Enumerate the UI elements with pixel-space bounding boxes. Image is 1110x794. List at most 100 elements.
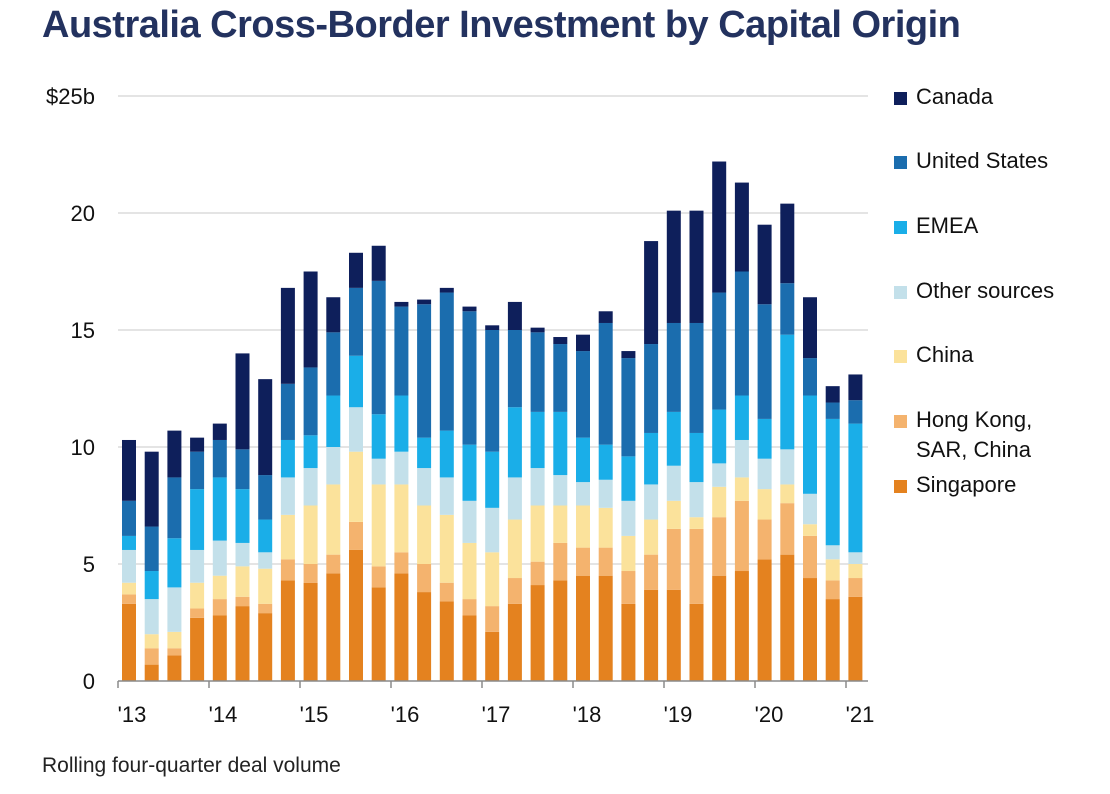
bar-segment bbox=[803, 297, 817, 359]
bar-stack bbox=[825, 386, 840, 681]
bar-segment bbox=[417, 505, 432, 564]
bar-segment bbox=[462, 599, 477, 616]
bar-segment bbox=[371, 414, 386, 459]
bar-segment bbox=[757, 418, 772, 459]
bar-segment bbox=[439, 514, 454, 583]
bar-segment bbox=[190, 582, 205, 609]
bar-stacks bbox=[122, 161, 863, 681]
bar-segment bbox=[190, 549, 205, 583]
x-tick-label: '15 bbox=[300, 702, 329, 727]
bar-segment bbox=[621, 603, 636, 681]
bar-segment bbox=[825, 580, 840, 600]
bar-segment bbox=[780, 283, 795, 335]
bar-segment bbox=[621, 351, 636, 359]
bar-segment bbox=[825, 418, 840, 546]
bar-stack bbox=[666, 210, 681, 681]
bar-segment bbox=[848, 578, 863, 597]
bar-segment bbox=[598, 547, 613, 576]
bar-segment bbox=[553, 580, 568, 681]
bar-segment bbox=[258, 519, 273, 553]
bar-segment bbox=[190, 617, 205, 681]
bar-segment bbox=[689, 322, 704, 433]
chart-title: Australia Cross-Border Investment by Cap… bbox=[42, 4, 961, 46]
x-tick-label: '21 bbox=[846, 702, 875, 727]
bar-segment bbox=[621, 571, 636, 604]
bar-segment bbox=[144, 571, 159, 600]
bar-segment bbox=[530, 332, 545, 412]
bar-segment bbox=[144, 648, 159, 665]
bar-stack bbox=[303, 271, 318, 681]
bar-segment bbox=[326, 297, 341, 333]
bar-segment bbox=[848, 374, 863, 401]
bar-segment bbox=[644, 589, 659, 681]
x-axis-tick-labels: '13 '14 '15 '16 '17 '18 '19 '20 '21 bbox=[118, 702, 875, 727]
bar-segment bbox=[576, 334, 590, 352]
bar-segment bbox=[803, 395, 817, 494]
bar-segment bbox=[326, 395, 341, 447]
bar-segment bbox=[666, 528, 681, 590]
bar-segment bbox=[712, 409, 727, 464]
bar-stack bbox=[371, 245, 386, 681]
bar-stack bbox=[848, 374, 863, 681]
bar-segment bbox=[462, 542, 477, 600]
bar-segment bbox=[439, 292, 454, 431]
bar-segment bbox=[394, 451, 409, 485]
bar-segment bbox=[439, 477, 454, 515]
legend-swatch bbox=[894, 156, 907, 169]
bar-segment bbox=[644, 519, 659, 555]
legend-label: Other sources bbox=[916, 278, 1055, 303]
bar-segment bbox=[167, 477, 182, 539]
bar-stack bbox=[507, 301, 522, 681]
bar-segment bbox=[167, 587, 182, 632]
bar-segment bbox=[485, 631, 500, 681]
bar-segment bbox=[553, 542, 568, 581]
bar-segment bbox=[394, 552, 409, 574]
bar-segment bbox=[417, 299, 432, 305]
bar-segment bbox=[576, 575, 590, 681]
bar-segment bbox=[825, 402, 840, 419]
bar-segment bbox=[598, 479, 613, 508]
bar-segment bbox=[621, 535, 636, 572]
bar-segment bbox=[485, 451, 500, 508]
bar-segment bbox=[689, 528, 704, 604]
bar-segment bbox=[167, 648, 182, 656]
bar-segment bbox=[349, 407, 363, 452]
bar-stack bbox=[326, 297, 341, 681]
legend-label: Hong Kong, bbox=[916, 407, 1033, 432]
bar-stack bbox=[394, 301, 409, 681]
bar-segment bbox=[666, 589, 681, 681]
bar-stack bbox=[417, 299, 432, 681]
bar-segment bbox=[553, 505, 568, 543]
bar-segment bbox=[598, 311, 613, 323]
y-tick-label: 15 bbox=[71, 318, 95, 343]
bar-segment bbox=[507, 301, 522, 330]
bar-segment bbox=[757, 489, 772, 520]
bar-segment bbox=[417, 437, 432, 469]
bar-segment bbox=[122, 549, 136, 583]
legend-label: United States bbox=[916, 148, 1049, 173]
bar-segment bbox=[371, 484, 386, 567]
bar-segment bbox=[371, 458, 386, 485]
bar-segment bbox=[462, 615, 477, 681]
bar-stack bbox=[212, 423, 227, 681]
bar-segment bbox=[235, 353, 250, 450]
bar-segment bbox=[394, 306, 409, 396]
bar-segment bbox=[507, 519, 522, 579]
bar-segment bbox=[371, 280, 386, 415]
bar-segment bbox=[303, 367, 318, 436]
bar-segment bbox=[712, 486, 727, 518]
bar-segment bbox=[712, 517, 727, 576]
bar-segment bbox=[439, 430, 454, 478]
bar-segment bbox=[780, 554, 795, 681]
bar-segment bbox=[122, 582, 136, 595]
bar-stack bbox=[122, 439, 136, 681]
bar-segment bbox=[553, 475, 568, 506]
bar-segment bbox=[734, 439, 749, 478]
bar-segment bbox=[507, 477, 522, 520]
bar-segment bbox=[780, 334, 795, 450]
bar-segment bbox=[280, 514, 295, 560]
bar-segment bbox=[167, 430, 182, 478]
bar-segment bbox=[122, 439, 136, 501]
bar-segment bbox=[349, 521, 363, 550]
bar-stack bbox=[439, 287, 454, 681]
